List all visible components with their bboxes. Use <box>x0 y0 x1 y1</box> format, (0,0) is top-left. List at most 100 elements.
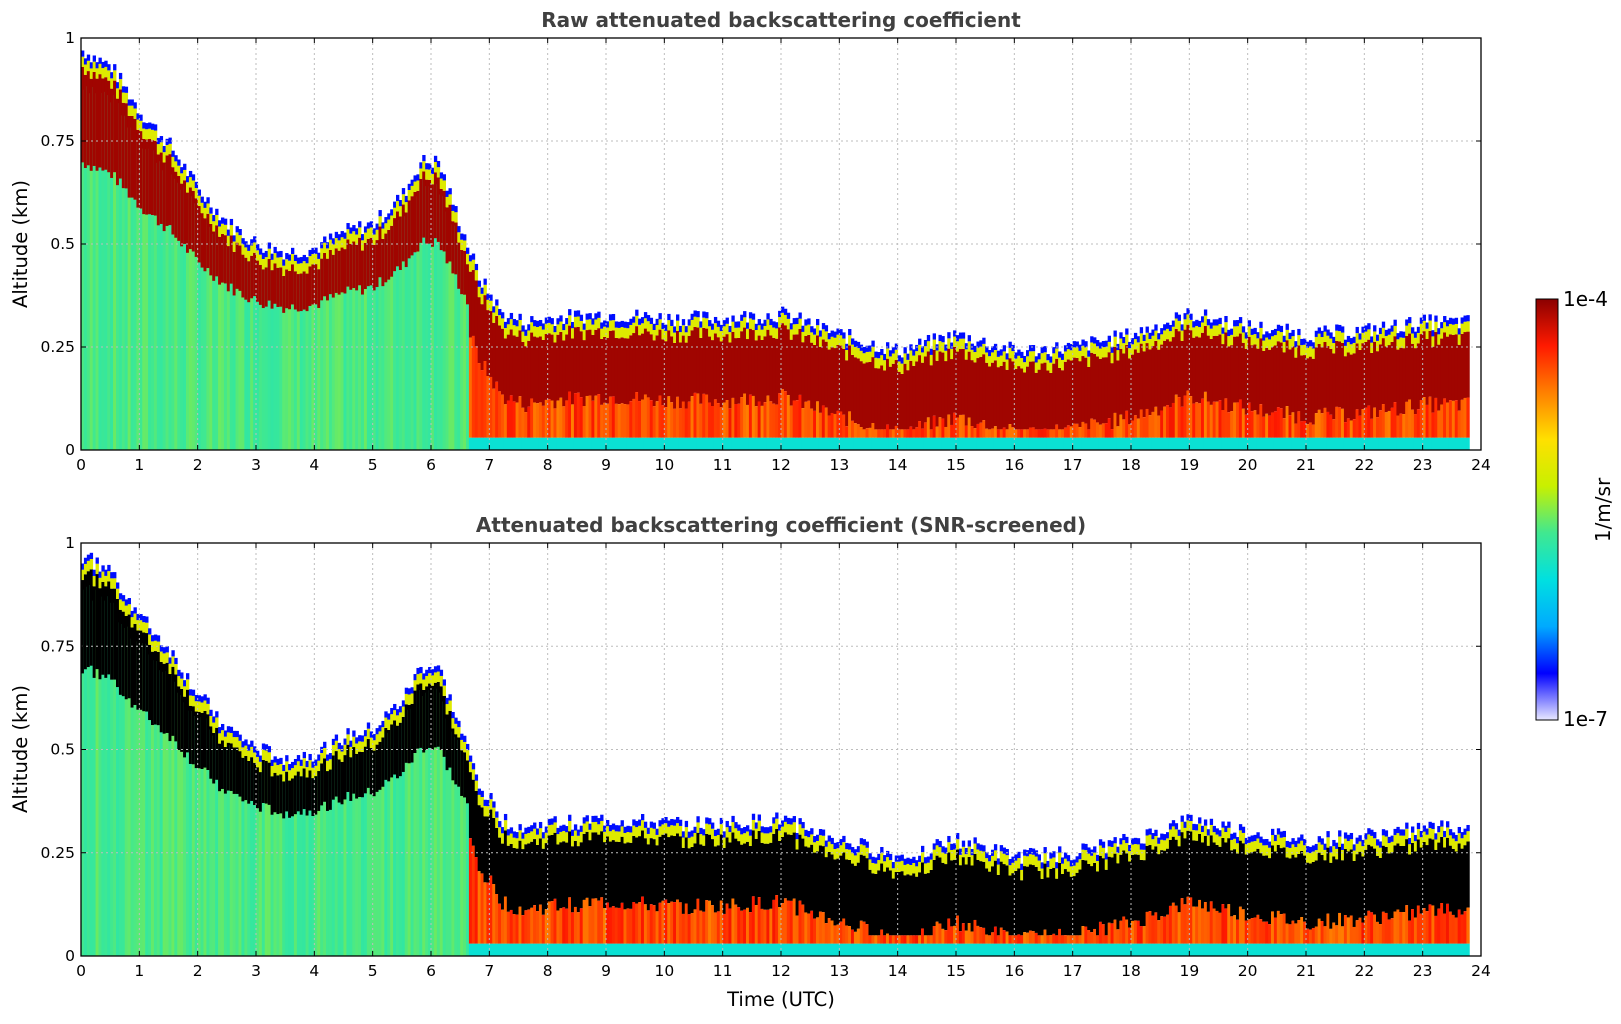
heatmap-cell <box>1166 943 1170 956</box>
heatmap-cell <box>999 349 1004 356</box>
heatmap-cell <box>215 214 219 226</box>
heatmap-cell <box>177 676 181 687</box>
heatmap-cell <box>626 404 630 438</box>
heatmap-cell <box>1341 843 1345 850</box>
heatmap-cell <box>1247 919 1251 944</box>
heatmap-cell <box>778 907 782 944</box>
heatmap-cell <box>1142 334 1146 341</box>
heatmap-cell <box>445 714 449 771</box>
heatmap-cell <box>536 844 540 912</box>
heatmap-cell <box>256 250 260 261</box>
heatmap-cell <box>571 846 575 913</box>
heatmap-cell <box>1212 437 1216 450</box>
heatmap-cell <box>288 270 292 450</box>
heatmap-cell <box>1023 355 1027 363</box>
heatmap-cell <box>597 818 601 825</box>
heatmap-cell <box>492 322 496 389</box>
heatmap-cell <box>524 346 528 413</box>
heatmap-cell <box>1055 862 1059 869</box>
heatmap-cell <box>1008 358 1012 425</box>
heatmap-cell <box>1422 943 1426 956</box>
x-tick-label: 22 <box>1354 962 1374 980</box>
heatmap-cell <box>1256 338 1260 349</box>
heatmap-cell <box>667 330 671 397</box>
heatmap-cell <box>1238 943 1243 956</box>
heatmap-cell <box>191 180 196 191</box>
heatmap-cell <box>731 822 735 833</box>
heatmap-cell <box>261 268 266 450</box>
heatmap-cell <box>1020 863 1024 870</box>
heatmap-cell <box>728 943 732 956</box>
heatmap-cell <box>1238 840 1243 907</box>
heatmap-cell <box>678 819 683 826</box>
heatmap-cell <box>921 346 925 353</box>
heatmap-cell <box>556 910 560 944</box>
heatmap-cell <box>1087 367 1091 430</box>
heatmap-cell <box>1320 337 1324 348</box>
heatmap-cell <box>1133 349 1138 416</box>
heatmap-cell <box>1066 861 1071 872</box>
heatmap-cell <box>124 627 129 956</box>
heatmap-cell <box>267 752 271 763</box>
heatmap-cell <box>1373 341 1377 408</box>
heatmap-cell <box>1002 847 1006 854</box>
heatmap-cell <box>1072 876 1076 936</box>
heatmap-cell <box>1168 905 1173 944</box>
heatmap-cell <box>655 943 659 956</box>
heatmap-cell <box>503 321 508 329</box>
heatmap-cell <box>792 437 796 450</box>
heatmap-cell <box>597 900 601 944</box>
heatmap-cell <box>856 862 861 929</box>
heatmap-cell <box>1320 854 1324 921</box>
heatmap-cell <box>1343 339 1348 346</box>
heatmap-cell <box>906 943 910 956</box>
heatmap-cell <box>1166 322 1170 329</box>
heatmap-cell <box>1043 352 1047 363</box>
heatmap-cell <box>883 353 887 361</box>
heatmap-cell <box>635 820 639 828</box>
heatmap-cell <box>600 897 604 944</box>
heatmap-cell <box>515 402 519 438</box>
heatmap-cell <box>145 123 149 130</box>
heatmap-cell <box>1247 943 1251 956</box>
heatmap-cell <box>1186 437 1190 450</box>
heatmap-cell <box>906 857 910 864</box>
heatmap-cell <box>1431 829 1435 840</box>
heatmap-cell <box>229 218 234 226</box>
heatmap-cell <box>845 350 849 361</box>
heatmap-cell <box>1268 943 1272 956</box>
heatmap-cell <box>1419 437 1424 450</box>
heatmap-cell <box>1378 857 1383 925</box>
heatmap-cell <box>323 758 327 956</box>
heatmap-cell <box>346 223 350 230</box>
heatmap-cell <box>121 623 126 956</box>
heatmap-cell <box>489 875 493 944</box>
heatmap-cell <box>337 240 341 251</box>
heatmap-cell <box>982 354 986 421</box>
heatmap-cell <box>1250 334 1254 346</box>
heatmap-cell <box>702 317 706 328</box>
heatmap-cell <box>285 771 289 812</box>
heatmap-cell <box>512 335 516 402</box>
heatmap-cell <box>401 188 406 195</box>
heatmap-cell <box>180 167 184 174</box>
x-tick-label: 10 <box>654 456 674 474</box>
x-tick-label: 9 <box>601 456 611 474</box>
heatmap-cell <box>369 747 374 795</box>
heatmap-cell <box>83 74 88 168</box>
heatmap-cell <box>419 178 423 243</box>
heatmap-cell <box>410 185 414 197</box>
heatmap-cell <box>576 392 581 438</box>
heatmap-cell <box>877 358 881 369</box>
heatmap-cell <box>113 602 117 956</box>
heatmap-cell <box>258 772 263 812</box>
heatmap-cell <box>839 943 843 956</box>
x-tick-label: 16 <box>1004 962 1024 980</box>
heatmap-cell <box>883 871 887 936</box>
heatmap-cell <box>1376 351 1380 418</box>
heatmap-cell <box>1338 943 1342 956</box>
heatmap-cell <box>1361 839 1365 847</box>
heatmap-cell <box>576 943 581 956</box>
heatmap-cell <box>349 757 353 956</box>
heatmap-cell <box>1160 916 1164 944</box>
